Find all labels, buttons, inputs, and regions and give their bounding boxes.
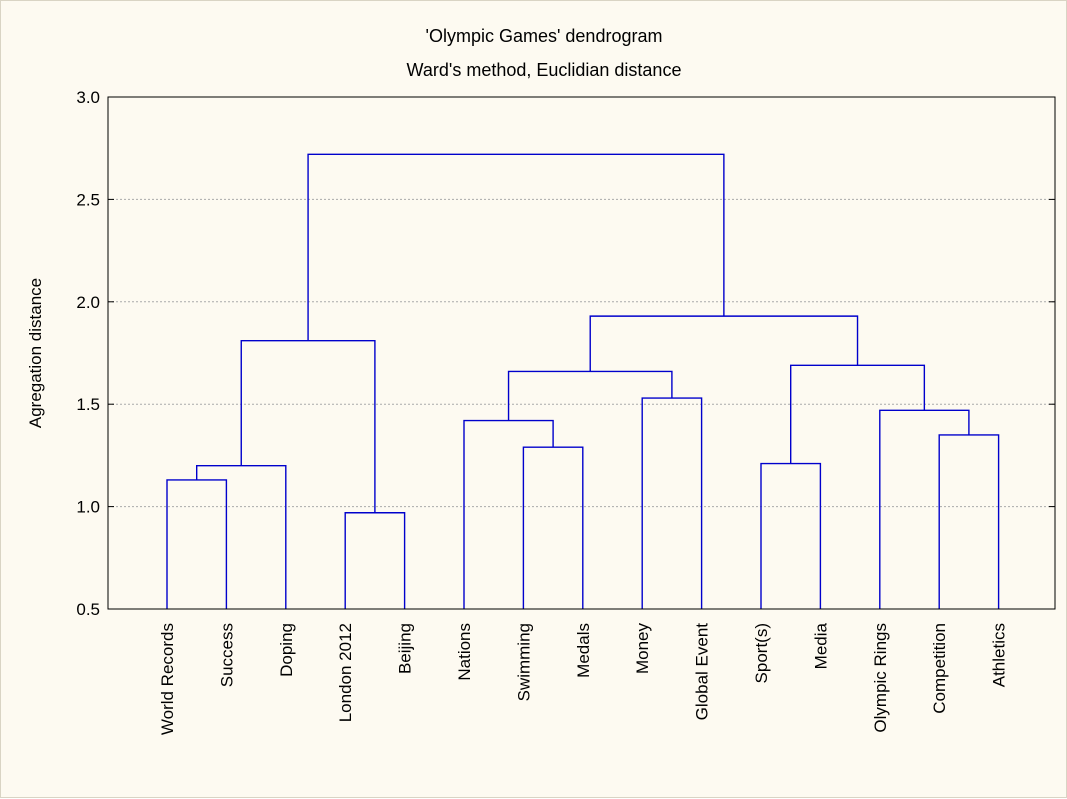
grid-lines <box>108 198 1055 508</box>
leaf-label: London 2012 <box>336 623 355 722</box>
y-tick-label: 2.0 <box>76 293 100 312</box>
dendrogram-branch <box>240 340 376 513</box>
y-tick-label: 2.5 <box>76 190 100 209</box>
dendrogram-branch <box>522 446 584 609</box>
leaf-label: Competition <box>930 623 949 714</box>
chart-subtitle: Ward's method, Euclidian distance <box>407 60 682 80</box>
dendrogram-branch <box>879 409 970 609</box>
leaf-label: Olympic Rings <box>871 623 890 733</box>
leaf-label: Athletics <box>990 623 1009 687</box>
plot-frame <box>107 96 1056 610</box>
chart-title: 'Olympic Games' dendrogram <box>426 26 663 46</box>
leaf-label: Swimming <box>514 623 533 701</box>
dendrogram-branch <box>938 434 1000 609</box>
leaf-label: Global Event <box>693 623 712 721</box>
dendrogram-branch <box>195 464 287 609</box>
dendrogram-branch <box>463 419 554 609</box>
leaf-label: Nations <box>455 623 474 681</box>
dendrogram-branch <box>507 370 673 421</box>
leaf-label: Doping <box>277 623 296 677</box>
leaf-label: Media <box>811 622 830 669</box>
y-tick-label: 3.0 <box>76 88 100 107</box>
y-tick-label: 1.5 <box>76 395 100 414</box>
dendrogram-branches <box>166 153 1000 609</box>
leaf-label: Sport(s) <box>752 623 771 683</box>
y-axis-ticks: 0.5 1.0 1.5 2.0 2.5 3.0 <box>76 88 1055 619</box>
dendrogram-branch <box>166 479 228 609</box>
y-tick-label: 0.5 <box>76 600 100 619</box>
y-tick-label: 1.0 <box>76 498 100 517</box>
dendrogram-branch <box>790 364 926 464</box>
y-axis-label: Agregation distance <box>26 278 45 428</box>
dendrogram-branch <box>589 315 859 372</box>
leaf-label: Money <box>633 623 652 675</box>
leaf-labels: World Records Success Doping London 2012 Bei… <box>158 622 1009 735</box>
leaf-label: Beijing <box>396 623 415 674</box>
dendrogram-branch <box>307 153 725 341</box>
dendrogram-branch <box>760 462 822 609</box>
dendrogram-branch <box>344 512 406 609</box>
leaf-label: Success <box>217 623 236 687</box>
dendrogram-branch <box>641 397 703 609</box>
leaf-label: Medals <box>574 623 593 678</box>
leaf-label: World Records <box>158 623 177 735</box>
